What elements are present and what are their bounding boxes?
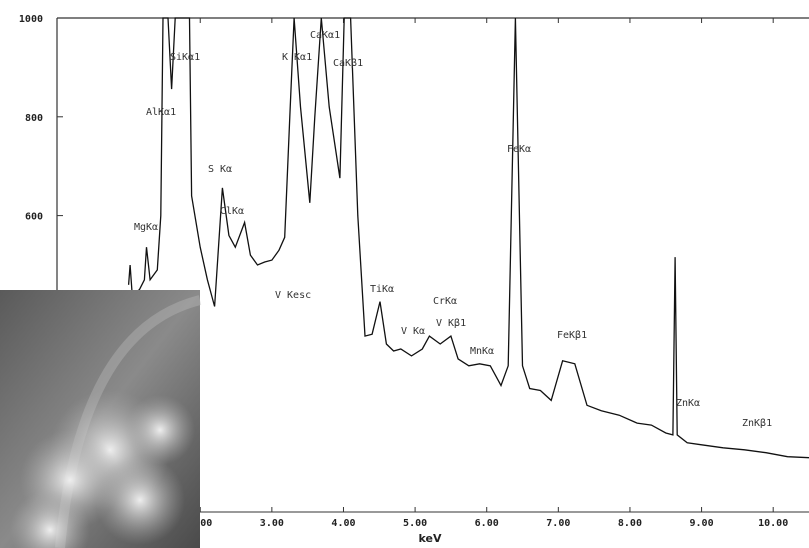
peak-label: S Kα [208, 164, 232, 175]
x-axis-label: keV [419, 532, 442, 545]
peak-label: FeKβ1 [557, 330, 587, 341]
inset-image [0, 290, 202, 548]
peak-label: MnKα [470, 346, 494, 357]
peak-label: CaKβ1 [333, 58, 363, 69]
x-tick-label: 5.00 [403, 518, 427, 529]
inset-blob [10, 490, 90, 548]
inset-blob [95, 455, 185, 545]
y-tick-label: 800 [25, 113, 43, 124]
peak-label: FeKα [507, 144, 531, 155]
peak-label: AlKα1 [146, 107, 176, 118]
peak-label: ZnKβ1 [742, 418, 772, 429]
spectrum-line [127, 17, 809, 459]
y-tick-label: 1000 [19, 14, 43, 25]
x-tick-label: 2.00 [188, 518, 212, 529]
peak-label: MgKα [134, 222, 158, 233]
peak-label: V Kesc [275, 290, 311, 301]
peak-label: ClKα [220, 206, 244, 217]
peak-label: K Kα1 [282, 52, 312, 63]
peak-label: TiKα [370, 284, 394, 295]
x-tick-label: 4.00 [331, 518, 355, 529]
peak-label: V Kα [401, 326, 425, 337]
x-tick-label: 7.00 [546, 518, 570, 529]
y-tick-label: 600 [25, 212, 43, 223]
x-tick-label: 8.00 [618, 518, 642, 529]
inset-blob [125, 395, 195, 465]
x-tick-label: 3.00 [260, 518, 284, 529]
peak-label: CaKα1 [310, 30, 340, 41]
peak-label: SiKα1 [170, 52, 200, 63]
peak-label: V Kβ1 [436, 318, 466, 329]
x-tick-label: 6.00 [475, 518, 499, 529]
peak-label: ZnKα [676, 398, 700, 409]
x-tick-label: 9.00 [690, 518, 714, 529]
x-tick-label: 10.00 [758, 518, 788, 529]
peak-label: CrKα [433, 296, 457, 307]
